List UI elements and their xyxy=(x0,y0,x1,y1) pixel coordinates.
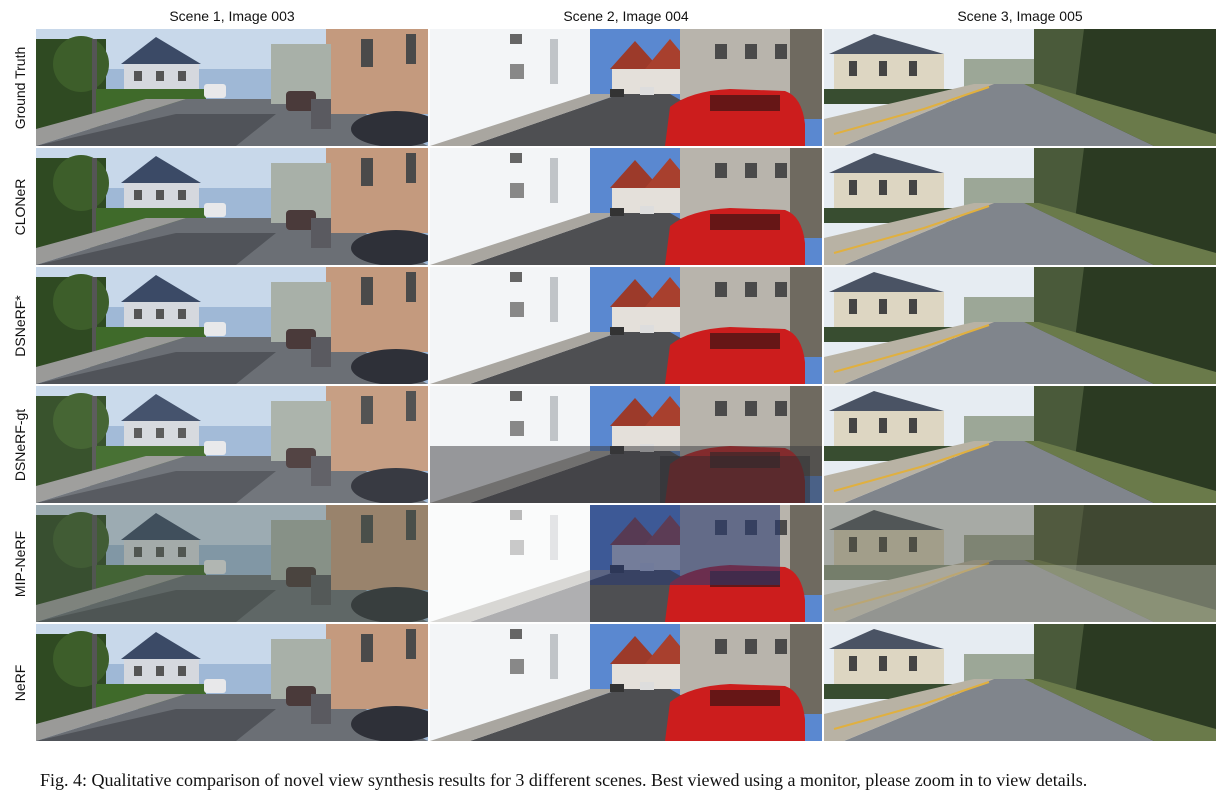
row-label-ground-truth: Ground Truth xyxy=(12,46,28,129)
column-header-scene-3: Scene 3, Image 005 xyxy=(957,8,1083,24)
image-ground-truth-scene-3 xyxy=(824,29,1216,146)
image-dsnerf-star-scene-3 xyxy=(824,267,1216,384)
image-dsnerf-gt-scene-1 xyxy=(36,386,428,503)
image-mip-nerf-scene-2 xyxy=(430,505,822,622)
row-label-dsnerf-gt: DSNeRF-gt xyxy=(12,408,28,481)
row-label-cloner: CLONeR xyxy=(12,178,28,235)
image-mip-nerf-scene-1 xyxy=(36,505,428,622)
image-dsnerf-star-scene-2 xyxy=(430,267,822,384)
image-mip-nerf-scene-3 xyxy=(824,505,1216,622)
column-header-scene-2: Scene 2, Image 004 xyxy=(563,8,689,24)
row-label-nerf: NeRF xyxy=(12,664,28,701)
image-dsnerf-star-scene-1 xyxy=(36,267,428,384)
image-cloner-scene-3 xyxy=(824,148,1216,265)
image-cloner-scene-2 xyxy=(430,148,822,265)
image-nerf-scene-3 xyxy=(824,624,1216,741)
image-ground-truth-scene-2 xyxy=(430,29,822,146)
image-nerf-scene-2 xyxy=(430,624,822,741)
column-header-scene-1: Scene 1, Image 003 xyxy=(169,8,295,24)
row-label-dsnerf-star: DSNeRF* xyxy=(12,294,28,357)
row-label-mip-nerf: MIP-NeRF xyxy=(12,530,28,597)
figure-caption: Fig. 4: Qualitative comparison of novel … xyxy=(40,770,1088,790)
image-dsnerf-gt-scene-2 xyxy=(430,386,822,503)
image-ground-truth-scene-1 xyxy=(36,29,428,146)
image-dsnerf-gt-scene-3 xyxy=(824,386,1216,503)
image-cloner-scene-1 xyxy=(36,148,428,265)
image-nerf-scene-1 xyxy=(36,624,428,741)
